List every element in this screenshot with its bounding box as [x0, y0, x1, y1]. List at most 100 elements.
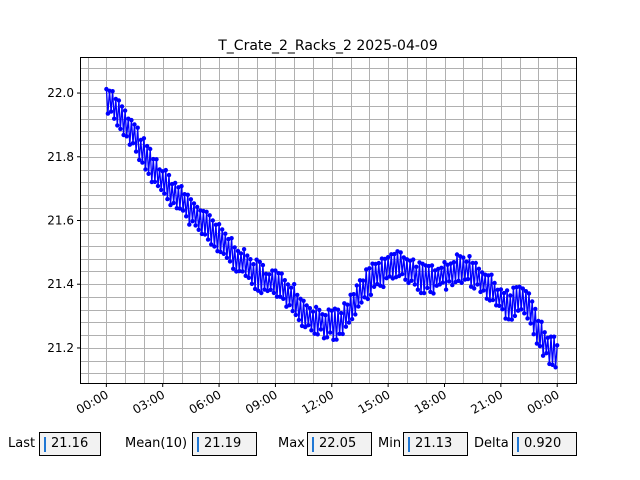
data-point — [470, 260, 475, 266]
data-point — [360, 278, 366, 283]
data-point — [534, 341, 540, 346]
data-point — [509, 317, 514, 322]
data-point — [110, 89, 115, 94]
data-point — [328, 330, 333, 335]
data-point — [539, 319, 544, 324]
data-point — [442, 260, 447, 265]
last-value-field[interactable]: 21.16 — [39, 432, 101, 456]
data-point — [205, 237, 211, 242]
data-point — [359, 300, 364, 305]
data-point — [223, 231, 228, 236]
data-point — [315, 332, 320, 337]
data-point — [191, 201, 197, 206]
data-point — [345, 302, 350, 307]
data-point — [526, 291, 532, 296]
data-point — [195, 204, 200, 210]
x-tick-label: 00:00 — [74, 387, 111, 416]
series-layer — [104, 86, 560, 370]
data-point — [108, 109, 114, 114]
min-value-field[interactable]: 21.13 — [403, 432, 468, 456]
data-point — [403, 277, 408, 282]
data-point — [495, 287, 500, 292]
y-tick-label: 21.4 — [47, 277, 74, 291]
data-point — [232, 245, 237, 250]
data-point — [287, 303, 292, 308]
data-point — [171, 200, 176, 206]
last-label: Last — [8, 436, 36, 451]
data-point — [271, 290, 277, 296]
x-tick-label: 21:00 — [468, 387, 505, 416]
data-point — [137, 157, 142, 163]
data-point — [166, 172, 172, 178]
mean-value-field[interactable]: 21.19 — [192, 432, 257, 456]
x-tick-label: 00:00 — [525, 387, 562, 416]
data-point — [185, 192, 190, 197]
delta-label: Delta — [474, 436, 509, 451]
x-tick-label: 15:00 — [356, 387, 393, 416]
data-point — [340, 331, 345, 337]
x-tick-label: 12:00 — [299, 387, 336, 416]
data-point — [343, 324, 349, 329]
data-point — [135, 125, 140, 130]
data-point — [177, 206, 183, 211]
data-point — [490, 297, 496, 303]
data-point — [159, 187, 164, 193]
data-point — [268, 287, 273, 292]
data-point — [285, 282, 291, 287]
data-point — [270, 268, 275, 273]
data-point — [337, 331, 342, 336]
data-point — [530, 299, 535, 304]
data-point — [292, 282, 297, 287]
data-point — [498, 287, 504, 292]
chart: T_Crate_2_Racks_2 2025-04-09 00:00 03:00 0… — [47, 38, 577, 417]
max-value-field[interactable]: 22.05 — [307, 432, 372, 456]
data-point — [130, 141, 136, 146]
data-point — [500, 307, 505, 312]
data-point — [523, 289, 529, 294]
data-point — [346, 320, 352, 325]
data-point — [129, 117, 134, 123]
data-point — [522, 311, 527, 316]
data-point — [143, 167, 148, 172]
data-point — [144, 143, 150, 149]
data-point — [531, 332, 536, 337]
y-tick-label: 22.0 — [47, 86, 74, 100]
data-point — [551, 334, 557, 339]
data-point — [141, 136, 147, 141]
data-point — [473, 260, 478, 266]
data-point — [251, 262, 256, 267]
data-point — [365, 296, 370, 302]
data-point — [224, 255, 230, 260]
delta-value-field[interactable]: 0.920 — [512, 432, 577, 456]
data-point — [504, 288, 510, 293]
data-point — [528, 321, 533, 326]
data-point — [324, 335, 330, 340]
data-point — [447, 279, 452, 284]
data-point — [476, 266, 482, 271]
data-point — [454, 252, 460, 257]
data-point — [155, 183, 161, 189]
data-point — [237, 268, 242, 274]
data-point — [392, 251, 397, 257]
data-point — [227, 259, 233, 264]
chart-title: T_Crate_2_Racks_2 2025-04-09 — [217, 38, 438, 54]
data-point — [481, 288, 486, 293]
data-point — [356, 304, 361, 309]
data-point — [259, 290, 264, 296]
data-point — [472, 286, 477, 291]
data-point — [385, 255, 391, 260]
data-point — [461, 255, 466, 260]
data-point — [218, 249, 223, 255]
data-point — [381, 284, 386, 290]
data-point — [318, 327, 323, 332]
data-point — [406, 280, 411, 286]
data-point — [307, 306, 313, 311]
data-point — [520, 286, 525, 291]
data-point — [475, 282, 480, 287]
data-point — [202, 232, 208, 237]
data-point — [187, 222, 192, 227]
x-tick-label: 03:00 — [130, 387, 167, 416]
series-line — [105, 89, 558, 368]
y-tick-label: 21.6 — [47, 214, 74, 228]
data-point — [256, 288, 261, 293]
